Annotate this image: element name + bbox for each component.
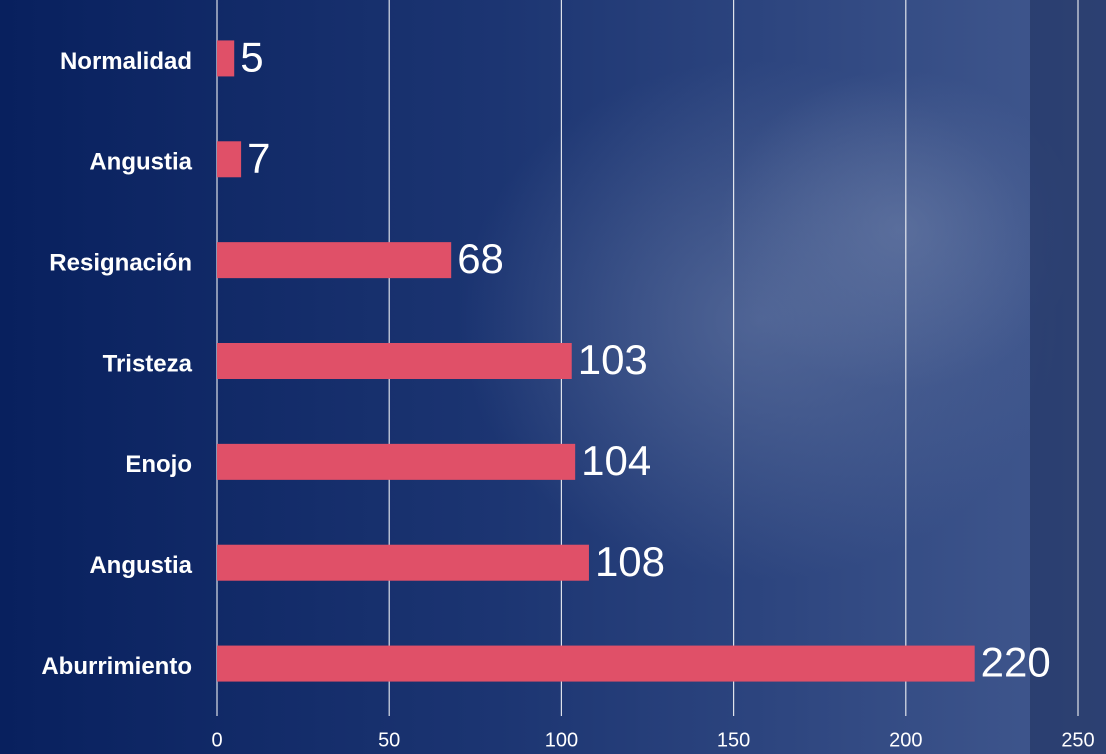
value-label: 104 [581, 437, 651, 484]
bar [217, 242, 451, 278]
bar [217, 545, 589, 581]
x-tick-label: 50 [378, 729, 400, 751]
value-label: 108 [595, 538, 665, 585]
y-tick-label: Resignación [49, 249, 192, 276]
y-tick-label: Normalidad [60, 48, 192, 75]
background-texture [720, 70, 1080, 390]
chart: 0 50 100 150 200 250 Normalidad 5 Angustia 7 Resig… [0, 0, 1106, 754]
bar [217, 646, 975, 682]
x-tick-label: 200 [889, 729, 922, 751]
value-label: 103 [578, 336, 648, 383]
value-label: 68 [457, 235, 504, 282]
bar [217, 343, 572, 379]
bar [217, 444, 575, 480]
y-tick-label: Angustia [89, 149, 192, 176]
y-tick-label: Enojo [125, 451, 192, 478]
value-label: 7 [247, 134, 270, 181]
value-label: 220 [981, 639, 1051, 686]
value-label: 5 [240, 34, 263, 81]
x-tick-label: 0 [211, 729, 222, 751]
y-tick-label: Angustia [89, 552, 192, 579]
x-tick-label: 100 [545, 729, 578, 751]
x-tick-label: 250 [1061, 729, 1094, 751]
bar [217, 141, 241, 177]
bar [217, 40, 234, 76]
page: {"chart_data": {"type": "hbar", "categor… [0, 0, 1106, 754]
y-tick-label: Tristeza [103, 350, 193, 377]
y-tick-label: Aburrimiento [41, 653, 192, 680]
x-tick-label: 150 [717, 729, 750, 751]
